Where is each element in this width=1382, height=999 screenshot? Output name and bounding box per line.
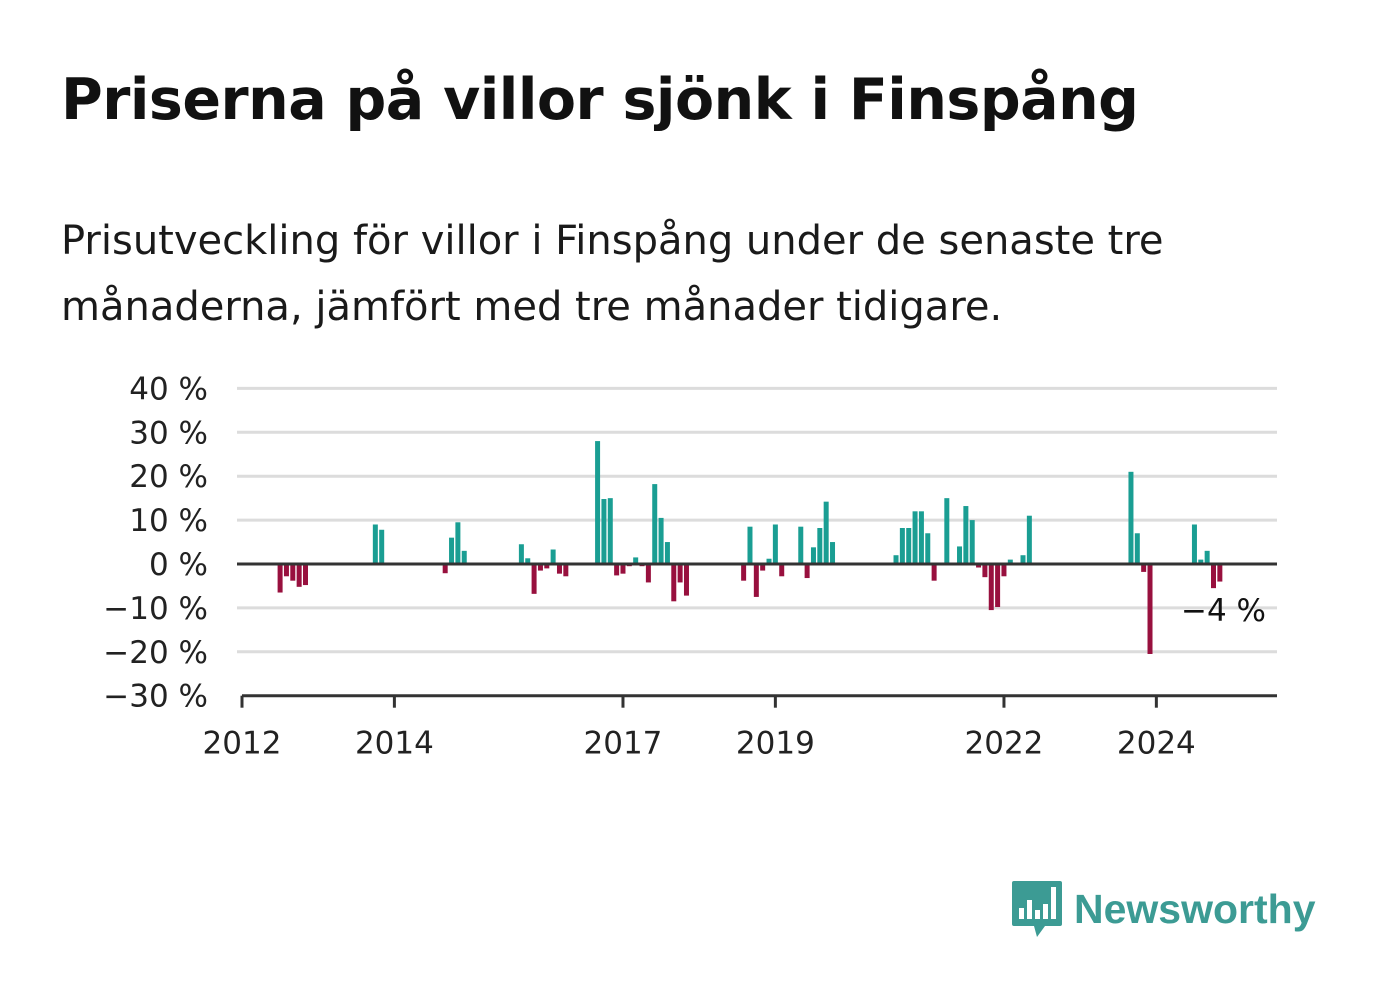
bar (779, 564, 785, 577)
bar (982, 564, 988, 578)
bar (525, 558, 531, 564)
bar (296, 564, 302, 587)
bar (595, 441, 601, 564)
bar (277, 564, 283, 593)
bar (1211, 564, 1216, 589)
bar (283, 564, 289, 577)
bar (893, 555, 899, 564)
y-tick-label: 30 % (129, 415, 208, 451)
bar (1001, 564, 1007, 577)
bar (601, 499, 607, 564)
bar (906, 528, 912, 564)
chart-title: Priserna på villor sjönk i Finspång (61, 67, 1139, 133)
x-tick-label: 2014 (355, 726, 434, 762)
bar (944, 498, 950, 564)
bar (918, 511, 924, 564)
bar (804, 564, 810, 579)
bar (766, 558, 772, 564)
bar (963, 506, 969, 564)
bar (760, 564, 766, 571)
bar (664, 542, 670, 564)
bar (798, 526, 804, 564)
y-tick-label: −10 % (103, 591, 208, 627)
x-axis: 2012 2014 2017 2019 2022 2024 (203, 694, 1277, 762)
bar (741, 564, 747, 581)
bars (237, 441, 1277, 654)
x-tick-label: 2012 (203, 726, 282, 762)
x-tick-label: 2024 (1117, 726, 1196, 762)
bar (1191, 524, 1197, 564)
bar (747, 526, 753, 564)
bar (976, 564, 982, 568)
bar (449, 537, 455, 564)
bar (537, 564, 543, 571)
bar (753, 564, 759, 597)
bar (556, 564, 562, 574)
brand-name: Newsworthy (1074, 885, 1316, 932)
bar (633, 557, 639, 564)
bar (614, 564, 620, 576)
bar (544, 564, 550, 569)
y-tick-label: 40 % (129, 371, 208, 407)
bar (1147, 564, 1153, 654)
bar (1217, 564, 1223, 582)
bar (931, 564, 937, 581)
bar-chart-speech-bubble-icon (1012, 881, 1062, 937)
bar (372, 524, 378, 564)
newsworthy-logo: Newsworthy (1010, 878, 1316, 940)
y-tick-label: −30 % (103, 679, 208, 715)
bar (810, 547, 816, 564)
bar (1026, 515, 1032, 564)
bar (1020, 555, 1026, 564)
bar (899, 528, 905, 564)
x-tick-label: 2017 (584, 726, 663, 762)
bar (683, 564, 689, 596)
bar (677, 564, 683, 583)
bar (1204, 550, 1210, 564)
x-tick-label: 2022 (965, 726, 1044, 762)
bar (969, 520, 975, 564)
bar (652, 484, 658, 564)
bar (442, 564, 448, 574)
bar (912, 511, 918, 564)
bar (518, 544, 524, 564)
last-value-label: −4 % (1181, 593, 1266, 629)
bar (379, 529, 385, 564)
bar (830, 542, 836, 564)
bar (988, 564, 994, 611)
bar (671, 564, 677, 602)
bar (957, 546, 963, 564)
bar (817, 528, 823, 564)
bar (1198, 559, 1204, 564)
bar (620, 564, 626, 574)
bar (461, 550, 467, 564)
bar (455, 522, 461, 564)
bar (645, 564, 651, 583)
bar (772, 524, 778, 564)
x-tick-label: 2019 (736, 726, 815, 762)
bar (550, 549, 556, 564)
bar (1141, 564, 1147, 572)
bar (1128, 471, 1134, 564)
y-tick-label: 20 % (129, 459, 208, 495)
bar (1134, 533, 1140, 564)
y-tick-label: 0 % (149, 547, 208, 583)
bar (1007, 559, 1013, 564)
gridlines (237, 386, 1277, 654)
bar (823, 501, 829, 564)
y-axis-labels: 40 % 30 % 20 % 10 % 0 % −10 % −20 % −30 % (103, 371, 208, 714)
bar (607, 498, 613, 564)
bar (303, 564, 308, 586)
chart-subtitle: Prisutveckling för villor i Finspång und… (61, 218, 1164, 330)
bar (925, 533, 931, 564)
bar (563, 564, 569, 577)
y-tick-label: −20 % (103, 635, 208, 671)
bar (658, 517, 664, 564)
y-tick-label: 10 % (129, 503, 208, 539)
bar (995, 564, 1001, 608)
bar (531, 564, 537, 594)
bar (290, 564, 296, 581)
